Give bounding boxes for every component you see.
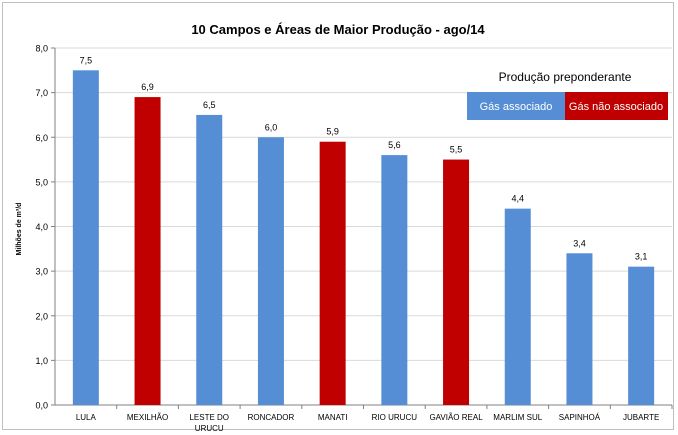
bar (257, 137, 284, 405)
bar (319, 141, 346, 405)
x-tick-label: RONCADOR (248, 413, 295, 422)
legend-label-gas-nao-associado: Gás não associado (569, 101, 663, 113)
bar (443, 159, 470, 405)
data-label: 7,5 (80, 55, 93, 65)
bar-chart: 10 Campos e Áreas de Maior Produção - ag… (16, 22, 673, 432)
chart-frame: 10 Campos e Áreas de Maior Produção - ag… (2, 2, 674, 432)
x-tick-label: LESTE DO URUCU (189, 413, 229, 431)
legend-swatch-gas-nao-associado (565, 92, 668, 120)
legend: Produção preponderante Gás associado Gás… (467, 70, 668, 120)
x-tick-label: JUBARTE (623, 413, 659, 422)
data-label: 6,9 (141, 82, 154, 92)
data-label: 3,4 (573, 238, 586, 248)
bar (504, 208, 531, 405)
y-tick-label: 7,0 (35, 88, 48, 98)
data-label: 6,0 (265, 122, 278, 132)
x-tick-label: MARLIM SUL (493, 413, 542, 422)
labels: 0,0 1,0 2,0 3,0 4,0 5,0 6,0 7,0 8,0 7,5 LULA 6,9 MEX… (35, 44, 659, 432)
y-tick-label: 1,0 (35, 356, 48, 366)
data-label: 5,5 (450, 145, 463, 155)
data-label: 6,5 (203, 100, 216, 110)
bar (196, 114, 223, 405)
legend-swatch-gas-associado (467, 92, 565, 120)
y-tick-label: 0,0 (35, 401, 48, 411)
y-axis-label: Milhões de m³/d (16, 203, 23, 256)
x-tick-label: GAVIÃO REAL (429, 413, 483, 422)
legend-title: Produção preponderante (499, 70, 632, 84)
bar (381, 155, 408, 405)
bar (566, 253, 593, 405)
y-tick-label: 3,0 (35, 267, 48, 277)
x-tick-label: LULA (76, 413, 97, 422)
data-label: 3,1 (635, 252, 648, 262)
y-tick-label: 2,0 (35, 311, 48, 321)
x-tick-label: MEXILHÃO (127, 413, 168, 422)
data-label: 4,4 (511, 194, 524, 204)
bar (628, 266, 655, 405)
y-tick-label: 5,0 (35, 177, 48, 187)
chart-title: 10 Campos e Áreas de Maior Produção - ag… (191, 22, 485, 37)
bar (72, 70, 99, 405)
x-tick-label: SAPINHOÁ (559, 413, 601, 422)
x-tick-label: RIO URUCU (372, 413, 418, 422)
x-tick-label: MANATI (318, 413, 348, 422)
y-tick-label: 8,0 (35, 44, 48, 54)
bar (134, 97, 161, 406)
data-label: 5,6 (388, 140, 401, 150)
legend-label-gas-associado: Gás associado (480, 101, 553, 113)
y-tick-label: 4,0 (35, 222, 48, 232)
y-tick-label: 6,0 (35, 133, 48, 143)
data-label: 5,9 (326, 127, 339, 137)
bars (72, 70, 655, 406)
